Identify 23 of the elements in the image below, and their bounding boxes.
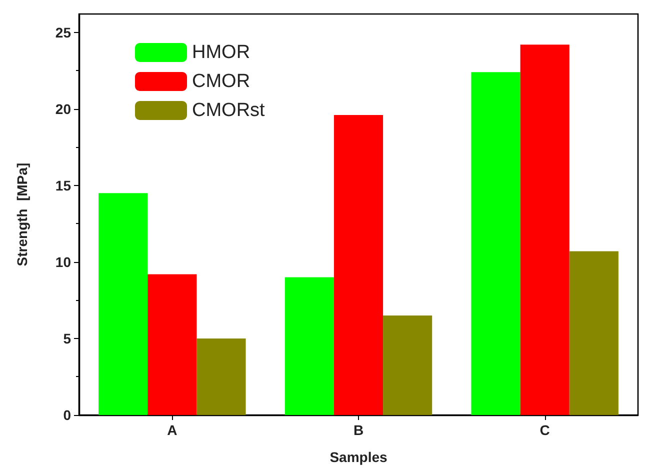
- y-tick-label: 10: [55, 254, 72, 270]
- bar: [284, 277, 334, 415]
- bar: [334, 115, 384, 415]
- bar: [383, 316, 432, 415]
- y-tick-label: 15: [55, 177, 72, 194]
- x-axis-title: Samples: [330, 449, 388, 465]
- bar: [98, 193, 148, 415]
- bar: [569, 251, 618, 415]
- y-tick-label: 20: [55, 100, 72, 117]
- y-tick-label: 0: [63, 407, 72, 423]
- x-tick-label: A: [167, 422, 178, 438]
- bar: [196, 338, 246, 415]
- legend-label: CMORst: [192, 100, 266, 121]
- legend-label: CMOR: [192, 71, 250, 92]
- y-tick-label: 5: [63, 330, 72, 346]
- x-tick-label: B: [353, 422, 364, 438]
- bar: [148, 274, 197, 415]
- y-tick-label: 25: [55, 24, 72, 40]
- legend-label: HMOR: [192, 42, 250, 63]
- bar: [471, 72, 520, 415]
- bar: [520, 44, 570, 415]
- y-axis-title: Strength [MPa]: [14, 162, 30, 266]
- x-tick-label: C: [540, 422, 550, 438]
